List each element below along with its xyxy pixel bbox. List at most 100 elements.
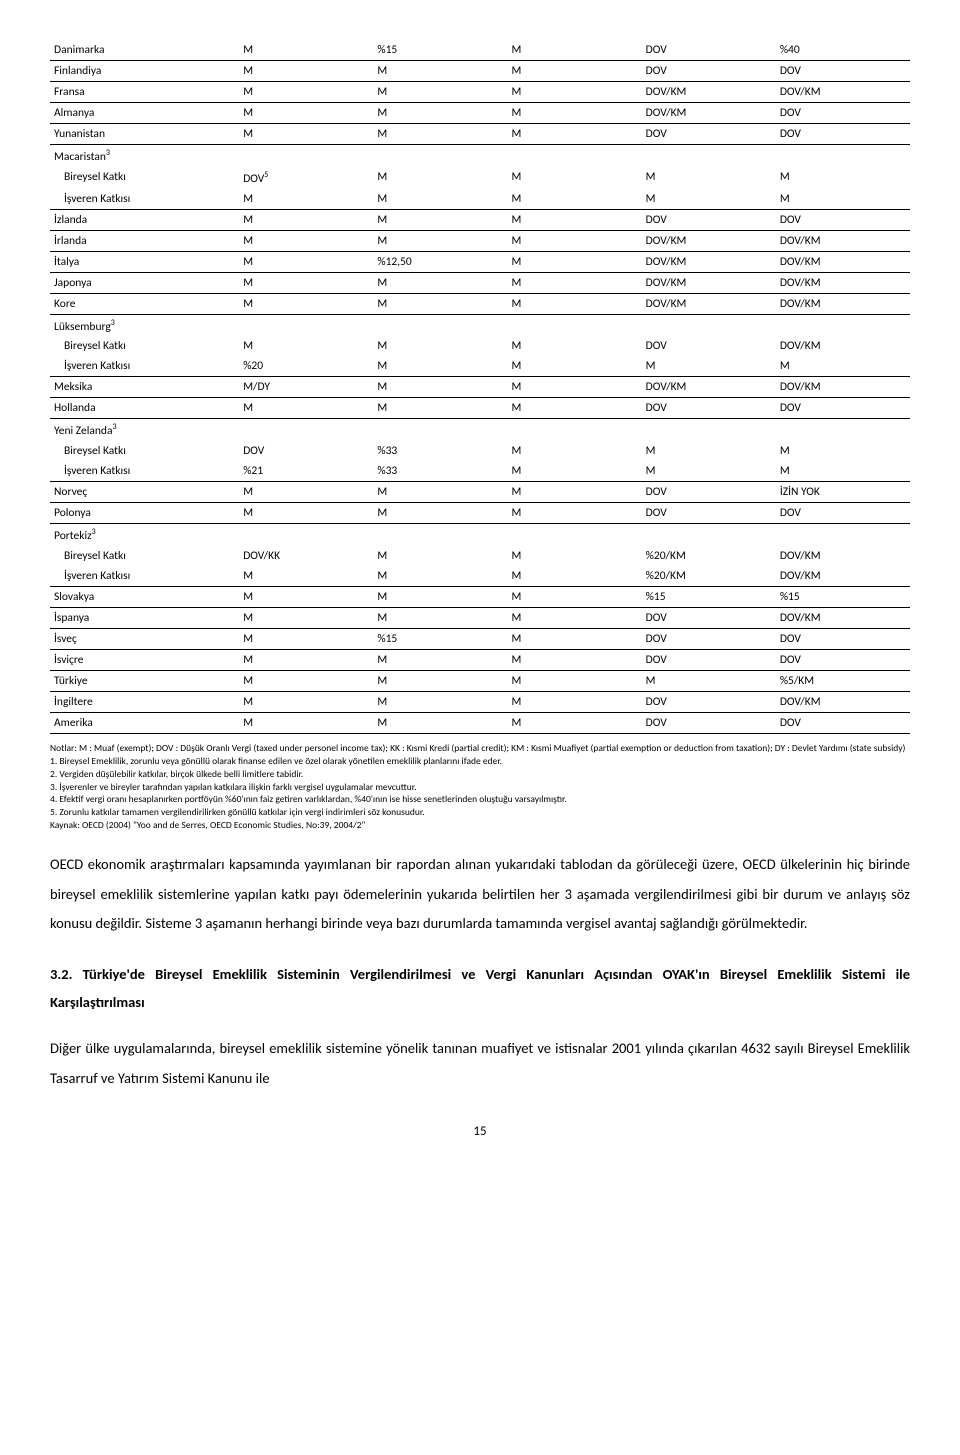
table-cell: DOV — [642, 482, 776, 503]
table-cell: M — [508, 650, 642, 671]
table-cell: M — [508, 692, 642, 713]
table-cell: DOV/KM — [776, 272, 910, 293]
table-sub-label: İşveren Katkısı — [50, 356, 239, 377]
table-cell: M — [508, 566, 642, 587]
table-cell: M — [239, 124, 373, 145]
table-cell: M — [239, 671, 373, 692]
table-country: İsveç — [50, 629, 239, 650]
table-cell: DOV — [776, 713, 910, 734]
table-cell: M — [239, 61, 373, 82]
table-sub-label: Bireysel Katkı — [50, 441, 239, 461]
table-cell: M — [373, 230, 507, 251]
note-2: 2. Vergiden düşülebilir katkılar, birçok… — [50, 768, 910, 781]
table-cell: DOV/KM — [642, 377, 776, 398]
note-4: 4. Efektif vergi oranı hesaplanırken por… — [50, 793, 910, 806]
table-cell: M — [373, 566, 507, 587]
section-heading: 3.2. Türkiye'de Bireysel Emeklilik Siste… — [50, 961, 910, 1016]
table-cell: %40 — [776, 40, 910, 61]
table-cell: DOV/KK — [239, 546, 373, 566]
table-cell: M — [373, 482, 507, 503]
table-cell: %15 — [776, 587, 910, 608]
table-cell: M — [508, 441, 642, 461]
table-country: İsviçre — [50, 650, 239, 671]
table-cell: M — [508, 461, 642, 482]
table-cell: M — [508, 587, 642, 608]
table-sub-label: İşveren Katkısı — [50, 189, 239, 210]
table-cell: M — [508, 377, 642, 398]
table-cell: M — [373, 650, 507, 671]
table-cell: DOV — [642, 692, 776, 713]
table-cell: M — [508, 482, 642, 503]
table-cell: DOV — [776, 398, 910, 419]
table-cell: M — [642, 671, 776, 692]
table-cell: DOV/KM — [776, 336, 910, 356]
table-notes: Notlar: M : Muaf (exempt); DOV : Düşük O… — [50, 742, 910, 832]
table-cell: M — [239, 82, 373, 103]
table-cell: M — [508, 40, 642, 61]
table-cell: M — [239, 272, 373, 293]
table-country: Meksika — [50, 377, 239, 398]
note-1: 1. Bireysel Emeklilik, zorunlu veya gönü… — [50, 755, 910, 768]
table-country: Almanya — [50, 103, 239, 124]
table-cell: DOV/KM — [776, 293, 910, 314]
table-cell: DOV/KM — [776, 251, 910, 272]
table-sub-label: Bireysel Katkı — [50, 167, 239, 189]
table-country: Türkiye — [50, 671, 239, 692]
table-cell: M — [239, 209, 373, 230]
table-cell: M — [508, 398, 642, 419]
table-cell: %15 — [373, 629, 507, 650]
table-cell: DOV — [642, 336, 776, 356]
table-sub-label: Bireysel Katkı — [50, 336, 239, 356]
table-sub-label: Bireysel Katkı — [50, 546, 239, 566]
table-cell: %20 — [239, 356, 373, 377]
notes-source: Kaynak: OECD (2004) "Yoo and de Serres, … — [50, 819, 910, 832]
table-country: İngiltere — [50, 692, 239, 713]
table-cell: DOV/KM — [776, 546, 910, 566]
table-cell: M — [373, 356, 507, 377]
table-country: Norveç — [50, 482, 239, 503]
table-cell: M — [373, 692, 507, 713]
table-group-header: Yeni Zelanda3 — [50, 419, 910, 441]
table-cell: M — [508, 356, 642, 377]
table-cell: M — [373, 503, 507, 524]
table-cell: M — [776, 356, 910, 377]
table-cell: M — [373, 671, 507, 692]
table-cell: M — [373, 103, 507, 124]
table-cell: M — [508, 61, 642, 82]
note-3: 3. İşverenler ve bireyler tarafından yap… — [50, 781, 910, 794]
table-cell: DOV — [642, 40, 776, 61]
table-cell: %21 — [239, 461, 373, 482]
table-cell: M — [239, 482, 373, 503]
table-cell: DOV — [642, 629, 776, 650]
table-cell: M — [508, 209, 642, 230]
table-cell: M — [776, 167, 910, 189]
table-country: İzlanda — [50, 209, 239, 230]
table-cell: M — [508, 546, 642, 566]
table-cell: M — [373, 587, 507, 608]
table-cell: DOV — [642, 209, 776, 230]
table-cell: %33 — [373, 441, 507, 461]
table-country: Danimarka — [50, 40, 239, 61]
table-cell: DOV/KM — [642, 230, 776, 251]
table-cell: M — [508, 82, 642, 103]
page-number: 15 — [50, 1124, 910, 1139]
table-cell: M — [373, 377, 507, 398]
table-cell: İZİN YOK — [776, 482, 910, 503]
table-cell: M — [239, 713, 373, 734]
table-group-header: Macaristan3 — [50, 145, 910, 167]
table-country: Fransa — [50, 82, 239, 103]
table-cell: %20/KM — [642, 566, 776, 587]
table-cell: M — [776, 441, 910, 461]
table-cell: DOV — [776, 629, 910, 650]
table-cell: M — [508, 189, 642, 210]
paragraph-2: Diğer ülke uygulamalarında, bireysel eme… — [50, 1034, 910, 1093]
table-cell: M — [508, 608, 642, 629]
table-cell: DOV/KM — [642, 272, 776, 293]
table-cell: M — [239, 629, 373, 650]
table-cell: M — [642, 356, 776, 377]
table-cell: DOV — [776, 503, 910, 524]
paragraph-1: OECD ekonomik araştırmaları kapsamında y… — [50, 850, 910, 939]
table-sub-label: İşveren Katkısı — [50, 461, 239, 482]
table-cell: DOV — [776, 61, 910, 82]
table-cell: DOV5 — [239, 167, 373, 189]
